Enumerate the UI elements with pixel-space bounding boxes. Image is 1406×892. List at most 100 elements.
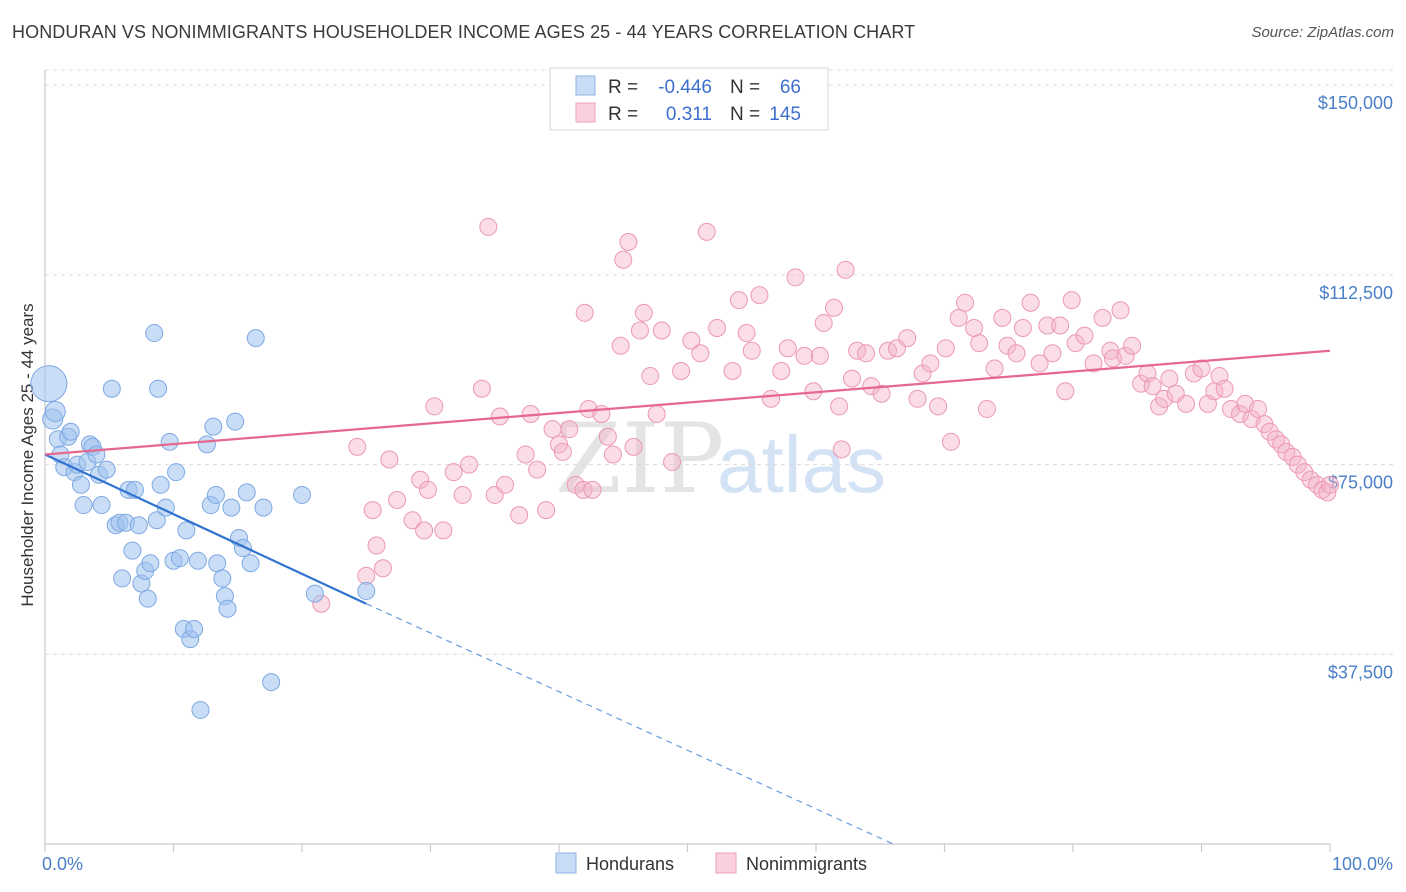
point-nonimmigrants (1215, 379, 1234, 398)
point-nonimmigrants (403, 511, 422, 530)
point-hondurans (113, 569, 132, 588)
point-nonimmigrants (1038, 316, 1057, 335)
point-hondurans (151, 475, 170, 494)
point-hondurans (61, 422, 80, 441)
point-nonimmigrants (1288, 455, 1307, 474)
point-nonimmigrants (762, 389, 781, 408)
point-hondurans (305, 584, 324, 603)
point-nonimmigrants (619, 233, 638, 251)
point-hondurans (74, 496, 93, 515)
point-nonimmigrants (663, 453, 682, 472)
point-hondurans (149, 379, 168, 398)
watermark: ZIP atlas (555, 403, 886, 515)
point-nonimmigrants (1308, 475, 1327, 494)
legend-r-label-nonimmigrants: R = (608, 104, 638, 125)
point-nonimmigrants (1260, 422, 1279, 441)
point-nonimmigrants (1013, 319, 1032, 337)
point-nonimmigrants (898, 329, 917, 348)
point-nonimmigrants (583, 480, 602, 499)
point-nonimmigrants (453, 485, 472, 504)
x-ticks (44, 844, 1331, 852)
point-hondurans (204, 417, 223, 436)
point-nonimmigrants (836, 260, 855, 279)
point-nonimmigrants (949, 308, 968, 327)
point-nonimmigrants (795, 346, 814, 365)
point-nonimmigrants (1143, 377, 1162, 396)
point-nonimmigrants (598, 427, 617, 446)
legend-n-label-nonimmigrants: N = (730, 104, 760, 125)
point-nonimmigrants (750, 286, 769, 305)
point-hondurans (145, 324, 164, 343)
point-hondurans (87, 445, 106, 464)
point-nonimmigrants (348, 437, 367, 456)
point-nonimmigrants (936, 339, 955, 358)
legend-r-label-hondurans: R = (608, 77, 638, 98)
series-nonimmigrants (312, 217, 1339, 613)
point-nonimmigrants (528, 460, 547, 479)
point-hondurans (30, 365, 68, 403)
bottom-legend-swatch-hondurans (555, 852, 577, 874)
point-hondurans (177, 521, 196, 540)
point-nonimmigrants (1222, 399, 1241, 418)
point-nonimmigrants (832, 440, 851, 459)
point-hondurans (222, 498, 241, 517)
legend-box (549, 67, 829, 131)
point-nonimmigrants (985, 359, 1004, 378)
point-nonimmigrants (1051, 316, 1070, 335)
point-nonimmigrants (786, 268, 805, 287)
point-nonimmigrants (1066, 334, 1085, 353)
point-nonimmigrants (697, 222, 716, 241)
point-hondurans (141, 554, 160, 573)
point-nonimmigrants (1295, 463, 1314, 482)
legend-n-label-hondurans: N = (730, 77, 760, 98)
point-nonimmigrants (543, 420, 562, 439)
point-nonimmigrants (388, 491, 407, 509)
point-nonimmigrants (1155, 389, 1174, 408)
point-nonimmigrants (1043, 344, 1062, 363)
point-nonimmigrants (1062, 291, 1081, 310)
point-hondurans (226, 412, 245, 431)
point-nonimmigrants (956, 293, 975, 312)
point-nonimmigrants (941, 432, 960, 451)
point-hondurans (97, 460, 116, 479)
point-hondurans (102, 379, 121, 398)
point-hondurans (208, 554, 227, 573)
point-nonimmigrants (842, 369, 861, 388)
point-nonimmigrants (537, 501, 556, 520)
point-nonimmigrants (872, 384, 891, 403)
point-hondurans (357, 582, 376, 601)
point-nonimmigrants (1075, 326, 1094, 345)
point-nonimmigrants (634, 303, 653, 322)
point-nonimmigrants (1318, 483, 1337, 502)
chart-source: Source: ZipAtlas.com (1251, 24, 1394, 41)
point-hondurans (147, 511, 166, 530)
bottom-legend: Hondurans Nonimmigrants (555, 852, 867, 874)
point-nonimmigrants (965, 319, 984, 337)
point-nonimmigrants (682, 331, 701, 350)
point-nonimmigrants (575, 303, 594, 322)
series-hondurans (30, 324, 376, 719)
point-nonimmigrants (824, 298, 843, 317)
point-nonimmigrants (357, 566, 376, 585)
point-nonimmigrants (1007, 344, 1026, 363)
point-hondurans (170, 549, 189, 568)
svg-text:atlas: atlas (717, 420, 886, 509)
legend-r-value-hondurans: -0.446 (658, 77, 712, 98)
point-nonimmigrants (857, 344, 876, 363)
point-hondurans (197, 435, 216, 454)
point-nonimmigrants (1030, 354, 1049, 373)
legend-r-value-nonimmigrants: 0.311 (666, 104, 712, 125)
point-hondurans (191, 700, 210, 719)
point-nonimmigrants (363, 501, 382, 520)
trendline-hondurans-extension (366, 603, 894, 845)
legend-n-value-nonimmigrants: 145 (769, 104, 801, 125)
point-nonimmigrants (460, 455, 479, 474)
point-hondurans (293, 485, 311, 504)
point-nonimmigrants (411, 470, 430, 489)
point-nonimmigrants (708, 319, 727, 337)
point-nonimmigrants (1321, 475, 1339, 494)
legend-swatch-nonimmigrants (575, 102, 596, 123)
legend-swatch-hondurans (575, 75, 596, 96)
point-hondurans (123, 541, 142, 560)
